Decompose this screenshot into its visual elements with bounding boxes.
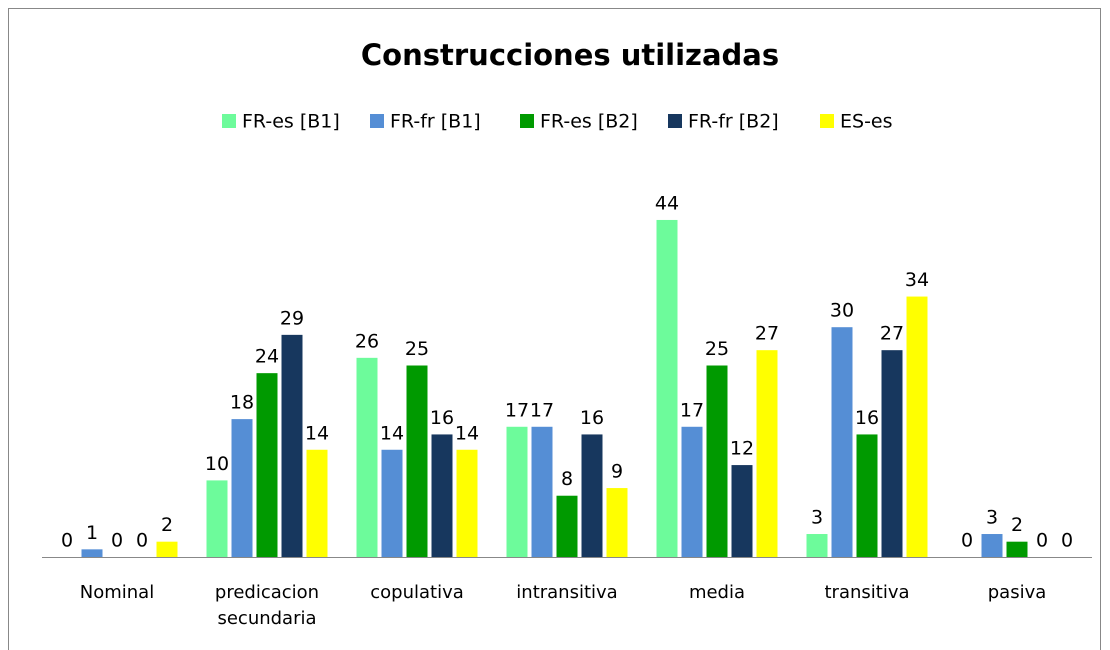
data-label: 44 bbox=[655, 192, 679, 214]
bar bbox=[831, 327, 853, 557]
data-label: 0 bbox=[1036, 530, 1048, 552]
bar bbox=[706, 365, 728, 557]
data-label: 17 bbox=[680, 399, 704, 421]
x-tick-label: media bbox=[688, 582, 746, 603]
bar bbox=[256, 373, 278, 557]
bar bbox=[681, 426, 703, 557]
data-label: 14 bbox=[380, 422, 404, 444]
bar bbox=[506, 426, 528, 557]
legend-label: FR-es [B1] bbox=[242, 111, 340, 133]
data-label: 14 bbox=[455, 422, 479, 444]
data-label: 10 bbox=[205, 453, 229, 475]
data-label: 3 bbox=[986, 507, 998, 529]
x-tick-label: transitiva bbox=[824, 582, 910, 603]
data-label: 16 bbox=[430, 407, 454, 429]
data-label: 27 bbox=[880, 323, 904, 345]
data-label: 1 bbox=[86, 522, 98, 544]
legend-swatch bbox=[668, 114, 682, 128]
data-label: 0 bbox=[961, 530, 973, 552]
legend-label: FR-es [B2] bbox=[540, 111, 638, 133]
data-label: 9 bbox=[611, 461, 623, 483]
bar bbox=[81, 549, 103, 557]
legend-swatch bbox=[520, 114, 534, 128]
legend-label: FR-fr [B1] bbox=[390, 111, 481, 133]
chart-border bbox=[8, 8, 1101, 650]
bar bbox=[1006, 541, 1028, 557]
bar bbox=[906, 296, 928, 557]
bar bbox=[731, 465, 753, 557]
bar bbox=[656, 219, 678, 557]
bar bbox=[156, 541, 178, 557]
data-label: 27 bbox=[755, 323, 779, 345]
bar bbox=[581, 434, 603, 557]
legend-label: ES-es bbox=[840, 111, 893, 133]
bar bbox=[606, 488, 628, 557]
data-label: 17 bbox=[505, 399, 529, 421]
bar bbox=[556, 495, 578, 557]
x-tick-label: intransitiva bbox=[516, 582, 618, 603]
data-label: 2 bbox=[1011, 514, 1023, 536]
bar bbox=[306, 449, 328, 557]
data-label: 34 bbox=[905, 269, 929, 291]
data-label: 3 bbox=[811, 507, 823, 529]
data-label: 24 bbox=[255, 346, 279, 368]
x-tick-label: pasiva bbox=[987, 582, 1047, 603]
bar bbox=[756, 350, 778, 557]
data-label: 16 bbox=[580, 407, 604, 429]
data-label: 25 bbox=[405, 338, 429, 360]
legend-swatch bbox=[370, 114, 384, 128]
legend-swatch bbox=[222, 114, 236, 128]
bar bbox=[381, 449, 403, 557]
bar bbox=[881, 350, 903, 557]
bar bbox=[356, 357, 378, 557]
chart-title: Construcciones utilizadas bbox=[361, 38, 779, 72]
x-tick-label: Nominal bbox=[79, 582, 155, 603]
data-label: 30 bbox=[830, 300, 854, 322]
bar bbox=[281, 334, 303, 557]
data-label: 0 bbox=[1061, 530, 1073, 552]
legend-swatch bbox=[820, 114, 834, 128]
data-label: 29 bbox=[280, 307, 304, 329]
data-label: 26 bbox=[355, 330, 379, 352]
data-label: 0 bbox=[136, 530, 148, 552]
data-label: 8 bbox=[561, 468, 573, 490]
data-label: 18 bbox=[230, 392, 254, 414]
bar bbox=[406, 365, 428, 557]
data-label: 0 bbox=[61, 530, 73, 552]
data-label: 12 bbox=[730, 438, 754, 460]
bar bbox=[206, 480, 228, 557]
bar bbox=[806, 534, 828, 557]
legend-label: FR-fr [B2] bbox=[688, 111, 779, 133]
data-label: 14 bbox=[305, 422, 329, 444]
bar bbox=[231, 419, 253, 557]
bar bbox=[856, 434, 878, 557]
data-label: 16 bbox=[855, 407, 879, 429]
data-label: 2 bbox=[161, 514, 173, 536]
bar bbox=[531, 426, 553, 557]
x-tick-label: predicacion secundaria bbox=[214, 582, 320, 629]
bar bbox=[456, 449, 478, 557]
data-label: 17 bbox=[530, 399, 554, 421]
x-tick-label: copulativa bbox=[370, 582, 464, 603]
bar bbox=[431, 434, 453, 557]
data-label: 0 bbox=[111, 530, 123, 552]
bar bbox=[981, 534, 1003, 557]
data-label: 25 bbox=[705, 338, 729, 360]
